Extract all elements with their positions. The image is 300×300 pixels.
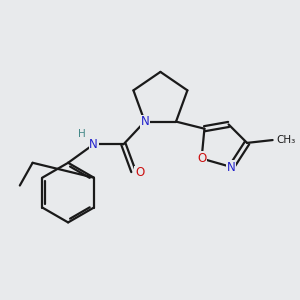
Text: H: H [78, 128, 85, 139]
Text: O: O [135, 166, 144, 179]
Text: N: N [140, 115, 149, 128]
Text: O: O [197, 152, 206, 165]
Text: CH₃: CH₃ [277, 135, 296, 145]
Text: N: N [89, 138, 98, 151]
Text: N: N [227, 160, 236, 173]
